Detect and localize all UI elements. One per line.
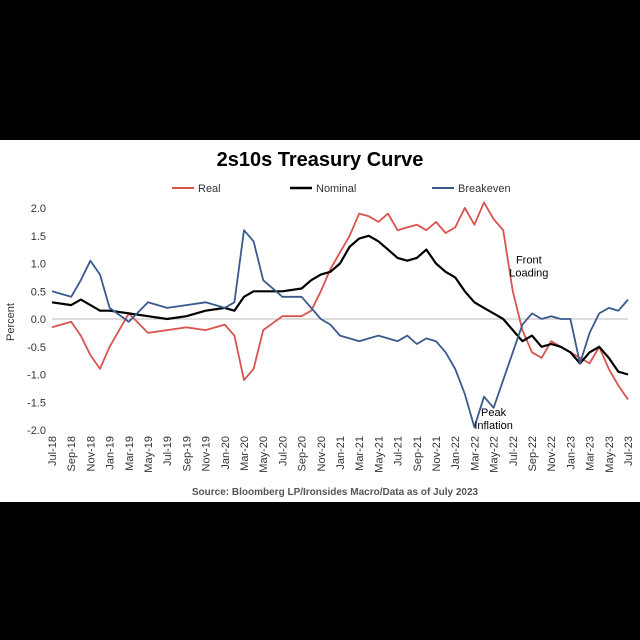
x-tick-label: May-19	[143, 436, 155, 473]
y-tick-label: 1.0	[31, 259, 46, 271]
x-tick-label: May-23	[604, 436, 616, 473]
x-tick-label: Mar-22	[469, 436, 481, 471]
annotation-1: Peak Inflation	[474, 407, 513, 432]
y-tick-label: -2.0	[27, 425, 46, 437]
x-tick-label: Sep-18	[66, 436, 78, 471]
y-tick-label: -1.0	[27, 370, 46, 382]
series-line-breakeven	[51, 229, 629, 429]
x-tick-label: Jan-23	[565, 436, 577, 470]
plot-area	[51, 201, 629, 429]
x-tick-label: Jan-22	[450, 436, 462, 470]
x-tick-label: Mar-23	[585, 436, 597, 471]
x-tick-label: May-22	[489, 436, 501, 473]
x-tick-label: Jan-19	[105, 436, 117, 470]
chart-panel: 2s10s Treasury Curve Real Nominal Breakeve…	[0, 140, 640, 502]
x-tick-label: Mar-19	[124, 436, 136, 471]
x-tick-label: Sep-19	[181, 436, 193, 471]
x-tick-label: Mar-21	[354, 436, 366, 471]
y-tick-label: 0.0	[31, 314, 46, 326]
x-tick-label: May-20	[258, 436, 270, 473]
series-line-real	[51, 201, 629, 401]
x-tick-label: Nov-20	[316, 436, 328, 471]
x-tick-label: Nov-21	[431, 436, 443, 471]
x-tick-label: Jan-21	[335, 436, 347, 470]
y-tick-label: -1.5	[27, 397, 46, 409]
chart-title: 2s10s Treasury Curve	[217, 149, 424, 171]
annotation-0: Front Loading	[509, 255, 548, 280]
legend: Real Nominal Breakeven	[172, 183, 511, 195]
x-tick-label: Sep-20	[297, 436, 309, 471]
y-tick-label: 2.0	[31, 203, 46, 215]
x-tick-label: Sep-22	[527, 436, 539, 471]
x-tick-label: Mar-20	[239, 436, 251, 471]
x-tick-label: Nov-19	[201, 436, 213, 471]
x-tick-label: Jul-23	[623, 436, 635, 466]
x-tick-label: Nov-18	[85, 436, 97, 471]
x-axis: Jul-18 Sep-18 Nov-18 Jan-19 Mar-19 May-19 Jul-…	[47, 318, 635, 473]
source-note: Source: Bloomberg LP/Ironsides Macro/Dat…	[192, 487, 479, 498]
x-tick-label: Jul-18	[47, 436, 59, 466]
legend-label-real: Real	[198, 183, 221, 195]
annotations: Front Loading Peak Inflation	[474, 255, 548, 433]
x-tick-label: Jul-20	[277, 436, 289, 466]
legend-label-nominal: Nominal	[316, 183, 356, 195]
series-line-nominal	[51, 234, 629, 376]
x-tick-label: May-21	[373, 436, 385, 473]
x-tick-label: Jul-19	[162, 436, 174, 466]
x-tick-label: Nov-22	[546, 436, 558, 471]
x-tick-label: Sep-21	[412, 436, 424, 471]
y-tick-label: 1.5	[31, 231, 46, 243]
y-axis-label: Percent	[5, 303, 17, 341]
x-tick-label: Jul-21	[393, 436, 405, 466]
treasury-curve-chart: 2s10s Treasury Curve Real Nominal Breakeve…	[5, 149, 635, 498]
legend-label-breakeven: Breakeven	[458, 183, 511, 195]
y-tick-label: 0.5	[31, 286, 46, 298]
x-tick-label: Jan-20	[220, 436, 232, 470]
x-tick-label: Jul-22	[508, 436, 520, 466]
y-tick-label: -0.5	[27, 342, 46, 354]
y-axis: 2.0 1.5 1.0 0.5 0.0 -0.5 -1.0 -1.5 -2.0	[27, 203, 46, 437]
